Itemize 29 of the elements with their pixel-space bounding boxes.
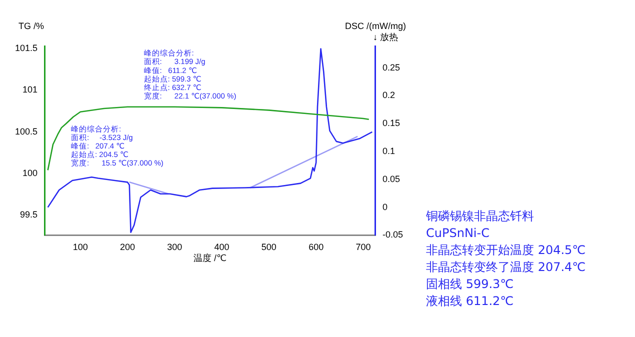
text: CuPSnNi-C (426, 225, 490, 242)
text: 非晶态转变终了温度 207.4℃ (426, 259, 586, 276)
text: 铜磷锡镍非晶态钎料 (426, 208, 535, 225)
y2-tick-label: 0.2 (382, 90, 395, 100)
y2-tick-label: 0.05 (382, 174, 400, 184)
x-axis-title: 温度 /℃ (193, 253, 227, 264)
y2-tick-label: 0 (382, 202, 388, 212)
x-tick-label: 400 (214, 242, 230, 252)
text: ↓ 放热 (372, 32, 398, 42)
x-tick-label: 200 (120, 242, 136, 252)
y-tick-label: 101 (22, 84, 38, 95)
x-tick-label: 700 (356, 242, 371, 252)
y2-tick-label: 0.1 (382, 146, 395, 156)
y-axis-title: TG /% (18, 20, 44, 31)
text: 非晶态转变开始温度 204.5℃ (426, 242, 586, 259)
text: 液相线 611.2℃ (426, 293, 515, 310)
x-tick-label: 100 (72, 242, 88, 252)
y-tick-label: 100 (22, 168, 38, 178)
y-tick-label: 100.5 (14, 126, 38, 136)
y2-tick-label: 0.25 (382, 62, 400, 72)
x-tick-label: 600 (308, 242, 324, 252)
y2-tick-label: 0.15 (382, 118, 400, 128)
y-tick-label: 101.5 (14, 42, 38, 53)
y2-tick-label: -0.05 (382, 230, 403, 240)
text: 固相线 599.3℃ (426, 276, 515, 293)
x-tick-label: 300 (167, 242, 182, 252)
y-tick-label: 99.5 (20, 210, 38, 220)
x-tick-label: 500 (261, 242, 276, 252)
y2-axis-title: DSC /(mW/mg) (345, 20, 406, 31)
